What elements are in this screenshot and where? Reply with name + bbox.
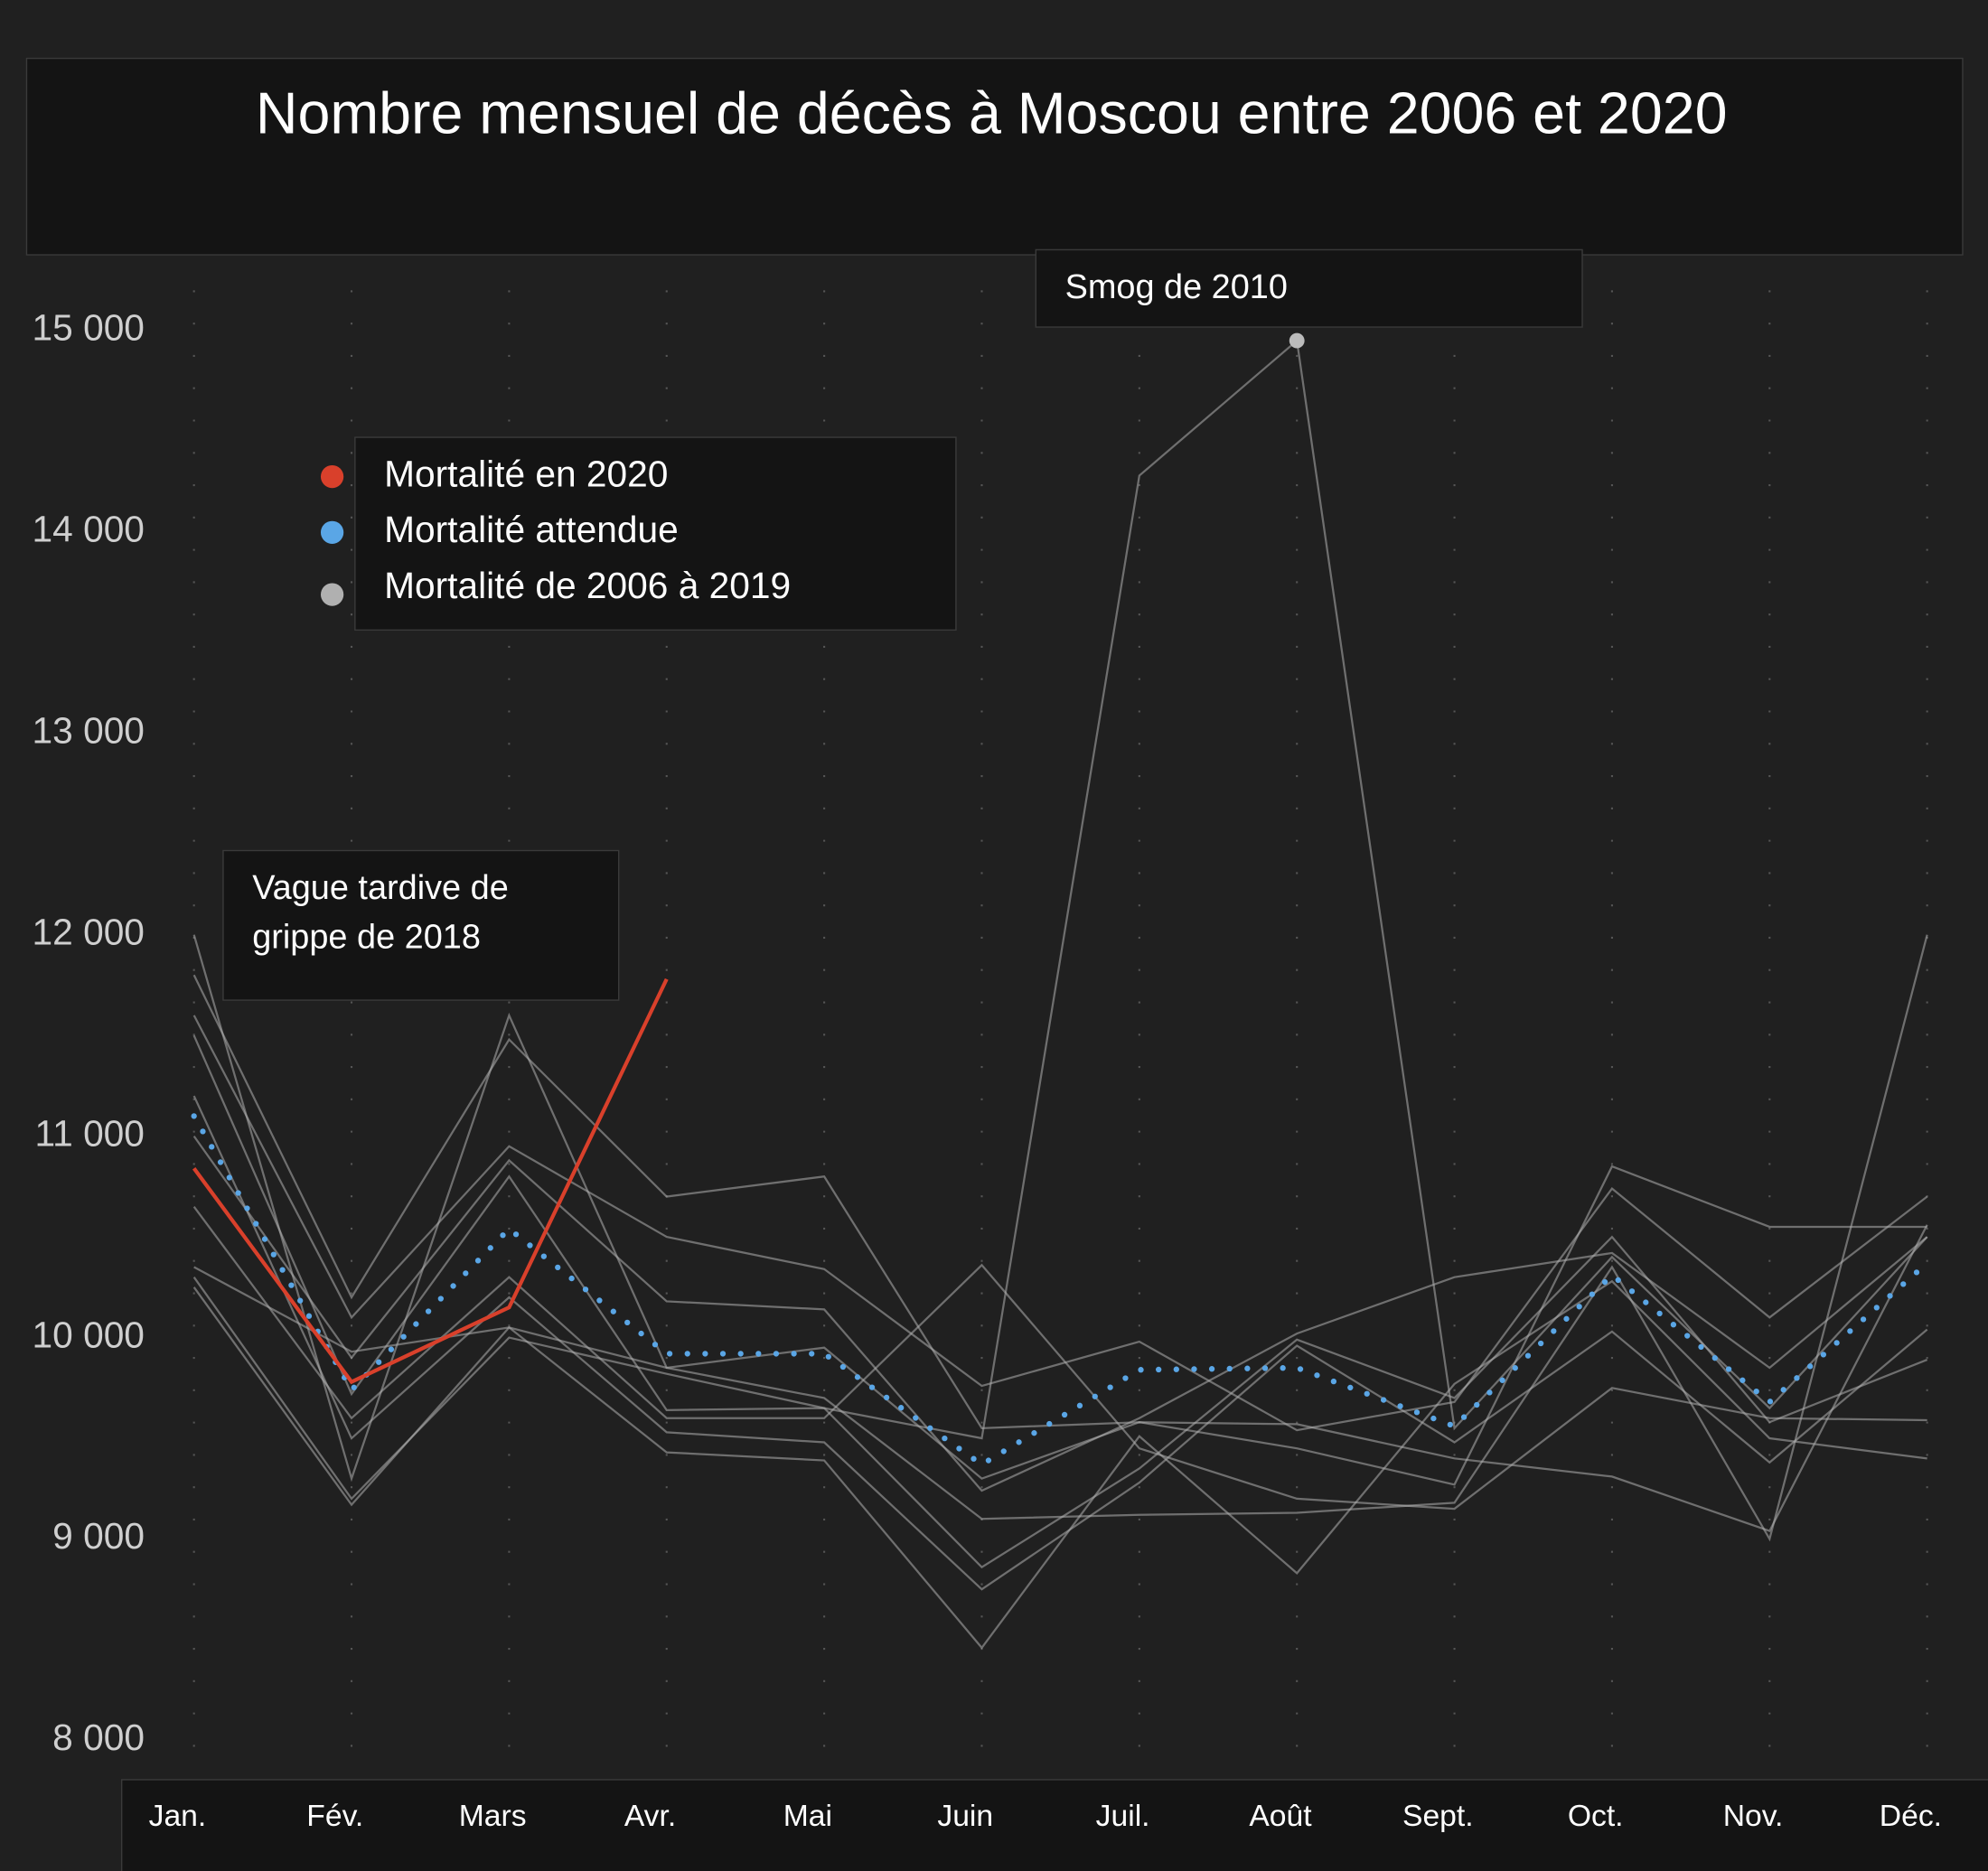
legend-box bbox=[354, 436, 957, 631]
y-tick-label: 15 000 bbox=[33, 307, 145, 349]
line-2020 bbox=[192, 978, 669, 1385]
annotation-box bbox=[222, 849, 620, 1001]
axes: Jan. Fév. Mars Avr. Mai Juin Juil. Août Sept. Oct… bbox=[33, 307, 1942, 1833]
history-line bbox=[192, 1135, 1928, 1492]
x-tick-label: Août bbox=[1249, 1800, 1312, 1833]
x-tick-label: Fév. bbox=[306, 1800, 363, 1833]
x-tick-label: Jan. bbox=[149, 1800, 207, 1833]
history-line bbox=[192, 338, 1928, 1501]
lines bbox=[191, 332, 1930, 1650]
y-tick-label: 13 000 bbox=[33, 710, 145, 752]
x-tick-label: Juin bbox=[937, 1800, 993, 1833]
history-line bbox=[192, 974, 1927, 1486]
x-axis-box bbox=[120, 1779, 1988, 1871]
x-tick-label: Sept. bbox=[1402, 1800, 1474, 1833]
y-tick-label: 8 000 bbox=[52, 1717, 145, 1758]
highlight-point bbox=[1289, 332, 1305, 349]
annotation: grippe de 2018 bbox=[252, 919, 481, 957]
annotation-box bbox=[1035, 248, 1583, 328]
legend-label: Mortalité de 2006 à 2019 bbox=[384, 565, 791, 606]
title-box bbox=[25, 57, 1964, 256]
x-tick-label: Déc. bbox=[1880, 1800, 1942, 1833]
legend-label: Mortalité attendue bbox=[384, 509, 679, 550]
history-line bbox=[193, 1224, 1928, 1532]
y-tick-label: 10 000 bbox=[33, 1314, 145, 1355]
x-tick-label: Nov. bbox=[1723, 1800, 1784, 1833]
legend-marker bbox=[320, 583, 344, 606]
y-tick-label: 9 000 bbox=[52, 1515, 145, 1557]
history-line bbox=[192, 1279, 1927, 1650]
legend-marker bbox=[320, 520, 344, 544]
legend: Mortalité en 2020 Mortalité attendue Morta… bbox=[320, 453, 791, 606]
y-tick-label: 11 000 bbox=[35, 1112, 145, 1154]
x-tick-label: Mai bbox=[783, 1800, 832, 1833]
legend-marker bbox=[320, 464, 344, 489]
x-tick-label: Avr. bbox=[624, 1800, 676, 1833]
history-line bbox=[192, 1205, 1927, 1511]
annotation: Vague tardive de bbox=[252, 869, 509, 907]
annotation: Smog de 2010 bbox=[1065, 268, 1288, 306]
chart-title: Nombre mensuel de décès à Moscou entre 2… bbox=[256, 81, 1728, 146]
x-tick-label: Juil. bbox=[1096, 1800, 1150, 1833]
history-line bbox=[192, 1015, 1928, 1432]
x-tick-label: Mars bbox=[459, 1800, 527, 1833]
x-tick-label: Oct. bbox=[1568, 1800, 1624, 1833]
history-line bbox=[192, 1034, 1928, 1569]
y-tick-label: 12 000 bbox=[33, 911, 145, 952]
y-tick-label: 14 000 bbox=[33, 509, 145, 550]
legend-label: Mortalité en 2020 bbox=[384, 453, 668, 494]
